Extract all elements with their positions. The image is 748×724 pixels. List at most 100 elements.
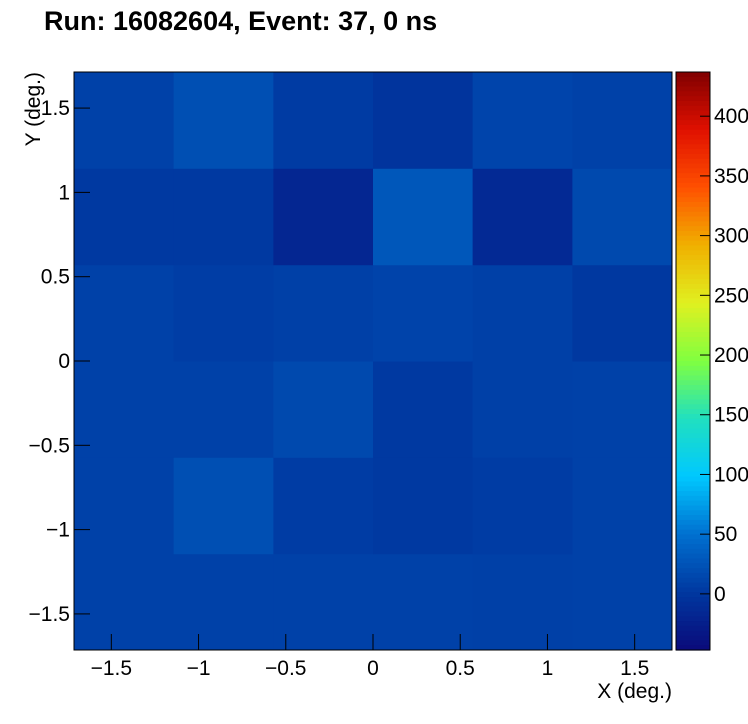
heatmap-cell	[74, 361, 175, 458]
colorbar-segment	[676, 226, 710, 232]
colorbar-segment	[676, 606, 710, 613]
colorbar-segment	[676, 399, 710, 405]
colorbar-segment	[676, 192, 710, 198]
colorbar-segment	[676, 635, 710, 641]
colorbar-segment	[676, 572, 710, 579]
z-tick-label: 400	[714, 105, 748, 128]
colorbar-segment	[676, 592, 710, 598]
colorbar-segment	[676, 308, 710, 314]
heatmap-cell	[173, 264, 274, 362]
colorbar-segment	[676, 457, 710, 463]
heatmap-cell	[572, 168, 673, 266]
colorbar-segment	[676, 462, 710, 468]
colorbar-segment	[676, 539, 710, 545]
colorbar-segment	[676, 303, 710, 309]
colorbar-segment	[676, 601, 710, 608]
colorbar-segment	[676, 173, 710, 179]
x-tick-label: 1	[542, 657, 554, 680]
colorbar-segment	[676, 269, 710, 275]
colorbar-segment	[676, 187, 710, 194]
y-tick-label: −1.5	[29, 603, 70, 626]
colorbar-segment	[676, 548, 710, 555]
heatmap-cell	[472, 264, 573, 362]
colorbar-segment	[676, 365, 710, 372]
colorbar-segment	[676, 428, 710, 434]
colorbar-segment	[676, 91, 710, 97]
colorbar-segment	[676, 625, 710, 632]
colorbar-segment	[676, 577, 710, 584]
colorbar-segment	[676, 105, 710, 112]
colorbar-segment	[676, 100, 710, 107]
colorbar-segment	[676, 206, 710, 213]
colorbar-segment	[676, 158, 710, 165]
colorbar-segment	[676, 418, 710, 425]
colorbar-segment	[676, 120, 710, 126]
z-tick-label: 100	[714, 463, 748, 486]
colorbar-segment	[676, 481, 710, 487]
colorbar-segment	[676, 375, 710, 381]
colorbar-segment	[676, 264, 710, 271]
heatmap-cell	[273, 168, 374, 266]
y-tick-label: −0.5	[29, 434, 70, 457]
chart-title: Run: 16082604, Event: 37, 0 ns	[44, 6, 437, 36]
colorbar-segment	[676, 139, 710, 145]
colorbar-segment	[676, 544, 710, 550]
x-tick-label: 0	[367, 657, 379, 680]
z-tick-label: 300	[714, 225, 748, 248]
colorbar-segment	[676, 86, 710, 92]
heatmap-cell	[273, 361, 374, 458]
colorbar-segment	[676, 621, 710, 627]
heatmap-cell	[472, 457, 573, 555]
heatmap-cell	[373, 361, 474, 458]
colorbar-segment	[676, 72, 710, 78]
colorbar-segment	[676, 524, 710, 531]
colorbar-segment	[676, 274, 710, 280]
colorbar-segment	[676, 423, 710, 430]
colorbar-segment	[676, 332, 710, 338]
z-tick-label: 50	[714, 523, 737, 546]
colorbar-segment	[676, 630, 710, 637]
y-tick-label: −1	[46, 519, 70, 542]
z-tick-label: 250	[714, 284, 748, 307]
heatmap-cell	[173, 72, 274, 169]
heatmap-cell	[572, 361, 673, 458]
colorbar-segment	[676, 202, 710, 208]
colorbar-segment	[676, 370, 710, 377]
heatmap-cell	[472, 168, 573, 266]
colorbar-segment	[676, 389, 710, 396]
heatmap-cell	[373, 168, 474, 266]
x-tick-label: 1.5	[620, 657, 649, 680]
colorbar-segment	[676, 124, 710, 131]
colorbar-segment	[676, 409, 710, 415]
colorbar-segment	[676, 563, 710, 569]
heatmap-cell	[373, 553, 474, 651]
y-tick-label: 0.5	[41, 266, 70, 289]
colorbar-segment	[676, 433, 710, 439]
y-tick-label: 1.5	[41, 97, 70, 120]
x-tick-label: −1	[187, 657, 211, 680]
heatmap-cell	[472, 553, 573, 651]
heatmap-cell	[273, 72, 374, 169]
y-axis-label: Y (deg.)	[22, 72, 45, 146]
colorbar-segment	[676, 216, 710, 222]
colorbar-segment	[676, 168, 710, 174]
colorbar-segment	[676, 553, 710, 560]
colorbar-segment	[676, 259, 710, 266]
heatmap-cell	[74, 72, 175, 169]
colorbar-segment	[676, 486, 710, 492]
heatmap-cell	[472, 361, 573, 458]
colorbar-segment	[676, 115, 710, 121]
z-tick-label: 0	[714, 583, 726, 606]
colorbar-segment	[676, 279, 710, 285]
colorbar-segment	[676, 317, 710, 324]
colorbar-segment	[676, 495, 710, 502]
colorbar-segment	[676, 240, 710, 246]
heatmap-cell	[273, 553, 374, 651]
colorbar-segment	[676, 413, 710, 420]
colorbar-segment	[676, 341, 710, 348]
colorbar-segment	[676, 182, 710, 189]
colorbar-segment	[676, 510, 710, 516]
heatmap-cell	[572, 553, 673, 651]
colorbar-segment	[676, 144, 710, 150]
